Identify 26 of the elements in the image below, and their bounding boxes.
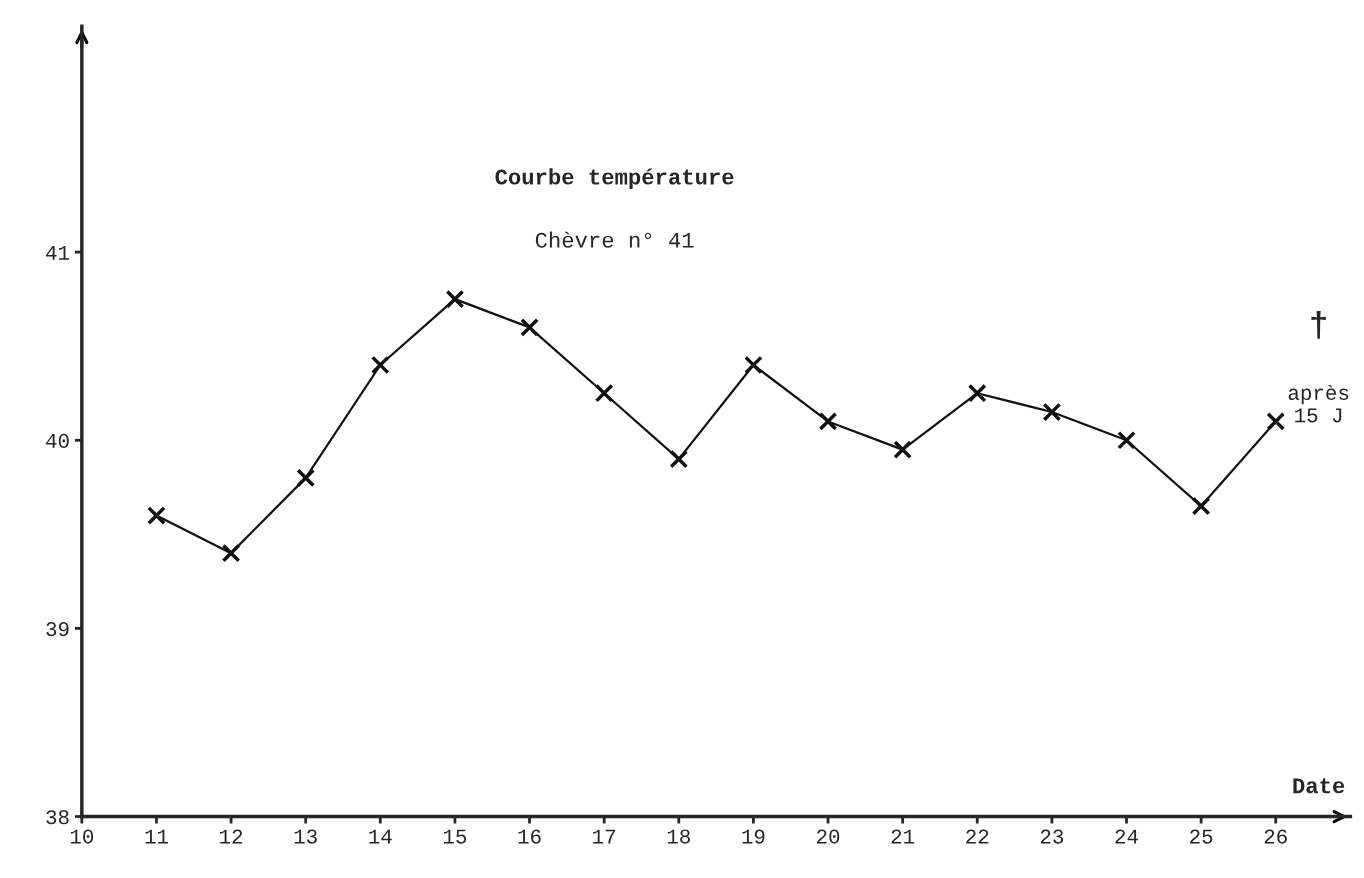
x-tick-label: 23 — [1040, 829, 1064, 844]
y-tick-label: 40 — [46, 433, 69, 449]
x-tick-label: 22 — [966, 829, 989, 844]
x-tick-label: 17 — [593, 829, 616, 844]
x-tick-label: 19 — [742, 829, 765, 844]
x-tick-label: 24 — [1115, 829, 1138, 844]
text: Courbe température — [495, 168, 734, 189]
text: Chèvre n° 41 — [535, 231, 694, 248]
x-tick-label: 21 — [891, 829, 915, 844]
y-tick-label: 39 — [46, 622, 69, 637]
annotation: † — [1311, 311, 1326, 339]
x-axis-title: Date — [1293, 778, 1345, 794]
x-tick-label: 14 — [369, 829, 392, 844]
x-tick-label: 16 — [518, 829, 541, 844]
y-tick-label: 38 — [46, 810, 69, 825]
x-tick-label: 11 — [145, 829, 168, 844]
x-tick-label: 18 — [667, 829, 690, 844]
x-tick-label: 26 — [1264, 829, 1287, 844]
x-tick-label: 20 — [816, 829, 840, 844]
x-tick-label: 10 — [70, 829, 94, 844]
y-tick-label: 41 — [46, 245, 70, 260]
x-tick-label: 15 — [443, 829, 467, 844]
x-tick-label: 25 — [1190, 829, 1213, 844]
annotation: après 15 J — [1288, 384, 1349, 423]
x-tick-label: 12 — [220, 829, 243, 844]
x-tick-label: 13 — [294, 829, 317, 844]
